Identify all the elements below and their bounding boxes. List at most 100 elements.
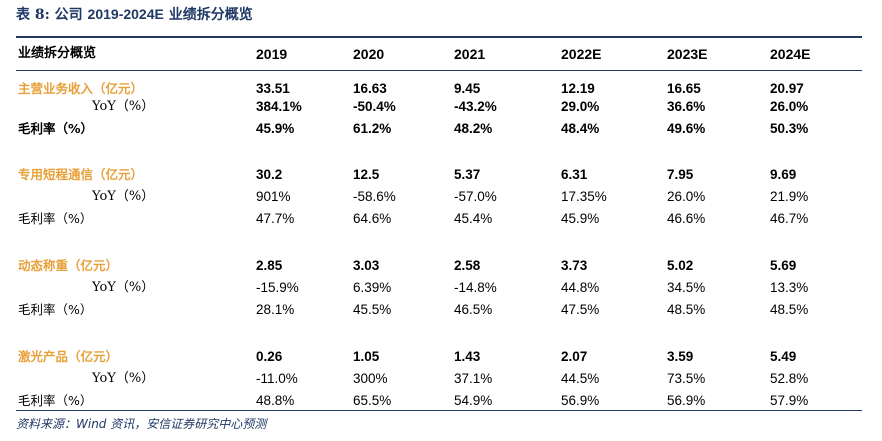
source-note: 资料来源：Wind 资讯，安信证券研究中心预测	[16, 417, 267, 431]
title-suffix: 业绩拆分概览	[168, 7, 253, 23]
table-cell: 45.5%	[353, 302, 392, 317]
table-cell: 37.1%	[454, 371, 493, 386]
table-cell: 47.7%	[256, 211, 295, 226]
table-cell: 26.0%	[770, 99, 809, 114]
table-cell: 1.43	[454, 349, 481, 364]
table-cell: 384.1%	[256, 99, 302, 114]
table-cell: 50.3%	[770, 121, 809, 136]
title-company: 公司	[54, 7, 83, 23]
table-cell: 61.2%	[353, 121, 392, 136]
table-cell: 6.31	[561, 167, 588, 182]
table-header: 业绩拆分概览 2019 2020 2021 2022E 2023E 2024E	[16, 39, 862, 69]
table-cell: 56.9%	[561, 393, 600, 408]
table-cell: 17.35%	[561, 189, 607, 204]
header-rule	[16, 70, 862, 71]
table-cell: 7.95	[667, 167, 694, 182]
table-row: 专用短程通信（亿元） 30.2 12.5 5.37 6.31 7.95 9.69	[16, 164, 862, 186]
table-row: 毛利率（%） 47.7% 64.6% 45.4% 45.9% 46.6% 46.7%	[16, 208, 862, 230]
table-row: YoY（%） -11.0% 300% 37.1% 44.5% 73.5% 52.8%	[16, 368, 862, 390]
table-cell: 73.5%	[667, 371, 706, 386]
table-cell: 29.0%	[561, 99, 600, 114]
table-row: 毛利率（%） 45.9% 61.2% 48.2% 48.4% 49.6% 50.3%	[16, 118, 862, 140]
table-cell: 46.5%	[454, 302, 493, 317]
table-cell: 34.5%	[667, 280, 706, 295]
segment-label: 激光产品（亿元）	[18, 349, 119, 364]
table-cell: -58.6%	[353, 189, 396, 204]
table-cell: -11.0%	[256, 371, 298, 386]
table-cell: 49.6%	[667, 121, 706, 136]
title-prefix: 表 8:	[16, 7, 50, 23]
table-cell: 45.9%	[561, 211, 600, 226]
table-cell: 36.6%	[667, 99, 706, 114]
table-cell: 44.5%	[561, 371, 600, 386]
table-cell: 48.5%	[770, 302, 809, 317]
table-cell: 54.9%	[454, 393, 493, 408]
header-label: 业绩拆分概览	[18, 46, 97, 61]
table-cell: 30.2	[256, 167, 283, 182]
table-cell: 48.4%	[561, 121, 600, 136]
margin-label: 毛利率（%）	[18, 393, 93, 408]
table-cell: 5.02	[667, 258, 694, 273]
table-cell: 5.37	[454, 167, 481, 182]
table-cell: -14.8%	[454, 280, 497, 295]
table-cell: 1.05	[353, 349, 380, 364]
table-cell: 48.2%	[454, 121, 493, 136]
table-title: 表 8: 公司 2019-2024E 业绩拆分概览	[16, 4, 253, 24]
table-cell: 300%	[353, 371, 388, 386]
table-cell: 33.51	[256, 81, 290, 96]
table-cell: -57.0%	[454, 189, 497, 204]
table-cell: 2.85	[256, 258, 283, 273]
yoy-label: YoY（%）	[92, 189, 155, 204]
table-row: 动态称重（亿元） 2.85 3.03 2.58 3.73 5.02 5.69	[16, 255, 862, 277]
table-cell: 3.59	[667, 349, 694, 364]
header-year: 2019	[256, 46, 288, 62]
header-year: 2021	[454, 46, 486, 62]
table-cell: 2.07	[561, 349, 588, 364]
table-row: 毛利率（%） 48.8% 65.5% 54.9% 56.9% 56.9% 57.9%	[16, 390, 862, 412]
yoy-label: YoY（%）	[92, 371, 155, 386]
table-cell: 21.9%	[770, 189, 809, 204]
table-row: YoY（%） 901% -58.6% -57.0% 17.35% 26.0% 21.9%	[16, 186, 862, 208]
table-cell: -15.9%	[256, 280, 299, 295]
table-cell: 9.45	[454, 81, 481, 96]
header-year: 2024E	[770, 46, 811, 62]
margin-label: 毛利率（%）	[18, 121, 94, 136]
table-cell: 56.9%	[667, 393, 706, 408]
table-cell: 9.69	[770, 167, 797, 182]
table-cell: 13.3%	[770, 280, 809, 295]
table-cell: 28.1%	[256, 302, 295, 317]
yoy-label: YoY（%）	[92, 280, 155, 295]
margin-label: 毛利率（%）	[18, 211, 93, 226]
table-row: YoY（%） -15.9% 6.39% -14.8% 44.8% 34.5% 13.3%	[16, 277, 862, 299]
title-range: 2019-2024E	[87, 6, 164, 22]
table-cell: -43.2%	[454, 99, 497, 114]
segment-label: 专用短程通信（亿元）	[18, 167, 144, 182]
table-cell: 45.9%	[256, 121, 295, 136]
table-cell: 0.26	[256, 349, 283, 364]
table-cell: 6.39%	[353, 280, 392, 295]
table-cell: 57.9%	[770, 393, 809, 408]
table-cell: 5.49	[770, 349, 797, 364]
segment-label: 动态称重（亿元）	[18, 258, 119, 273]
yoy-label: YoY（%）	[92, 99, 155, 114]
top-rule	[16, 36, 862, 38]
table-cell: 44.8%	[561, 280, 600, 295]
table-cell: 64.6%	[353, 211, 392, 226]
segment-label: 主营业务收入（亿元）	[18, 81, 144, 96]
table-row: 主营业务收入（亿元） 33.51 16.63 9.45 12.19 16.65 20.97	[16, 78, 862, 100]
bottom-rule	[16, 410, 862, 411]
header-year: 2022E	[561, 46, 602, 62]
table-cell: 20.97	[770, 81, 804, 96]
table-cell: 65.5%	[353, 393, 392, 408]
table-cell: 48.8%	[256, 393, 295, 408]
table-cell: 48.5%	[667, 302, 706, 317]
margin-label: 毛利率（%）	[18, 302, 93, 317]
table-cell: 3.73	[561, 258, 588, 273]
table-cell: 16.65	[667, 81, 701, 96]
table-row: YoY（%） 384.1% -50.4% -43.2% 29.0% 36.6% 26.0%	[16, 96, 862, 118]
table-cell: 3.03	[353, 258, 380, 273]
table-cell: 47.5%	[561, 302, 600, 317]
table-cell: 2.58	[454, 258, 481, 273]
table-cell: 12.5	[353, 167, 380, 182]
table-cell: 46.7%	[770, 211, 809, 226]
